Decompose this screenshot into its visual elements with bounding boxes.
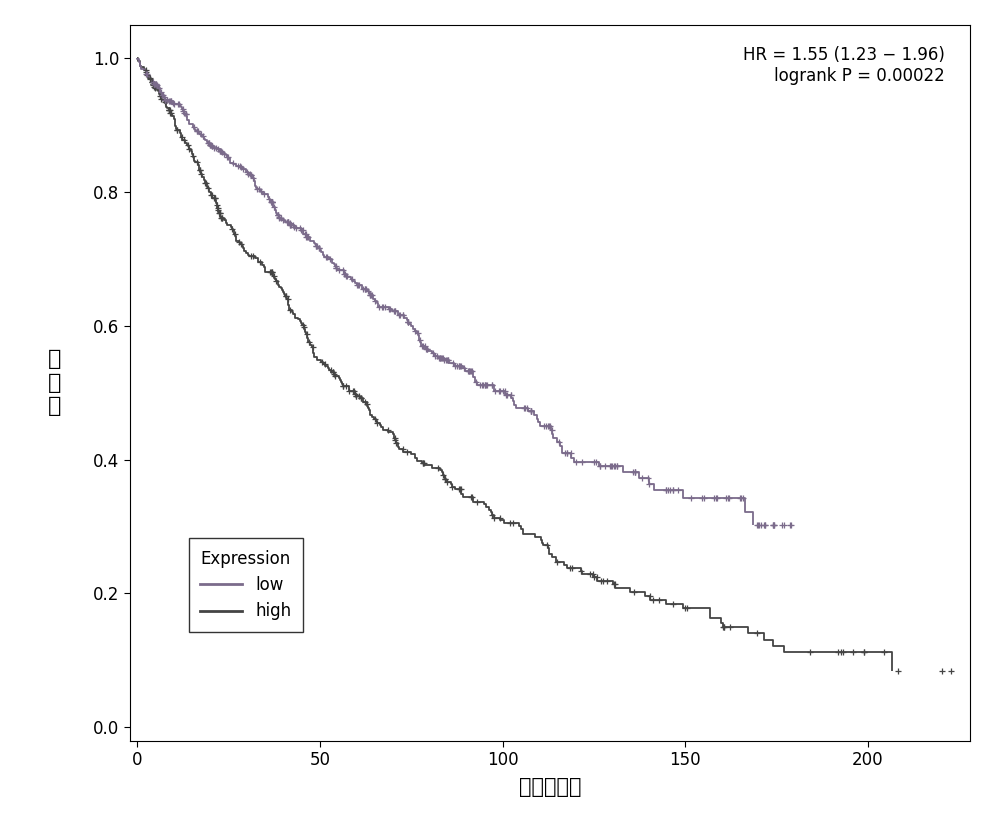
Y-axis label: 生
存
率: 生 存 率 [48, 350, 61, 416]
X-axis label: 时间（月）: 时间（月） [519, 778, 581, 797]
Text: HR = 1.55 (1.23 − 1.96)
logrank P = 0.00022: HR = 1.55 (1.23 − 1.96) logrank P = 0.00… [743, 46, 945, 85]
Legend: low, high: low, high [189, 538, 303, 632]
